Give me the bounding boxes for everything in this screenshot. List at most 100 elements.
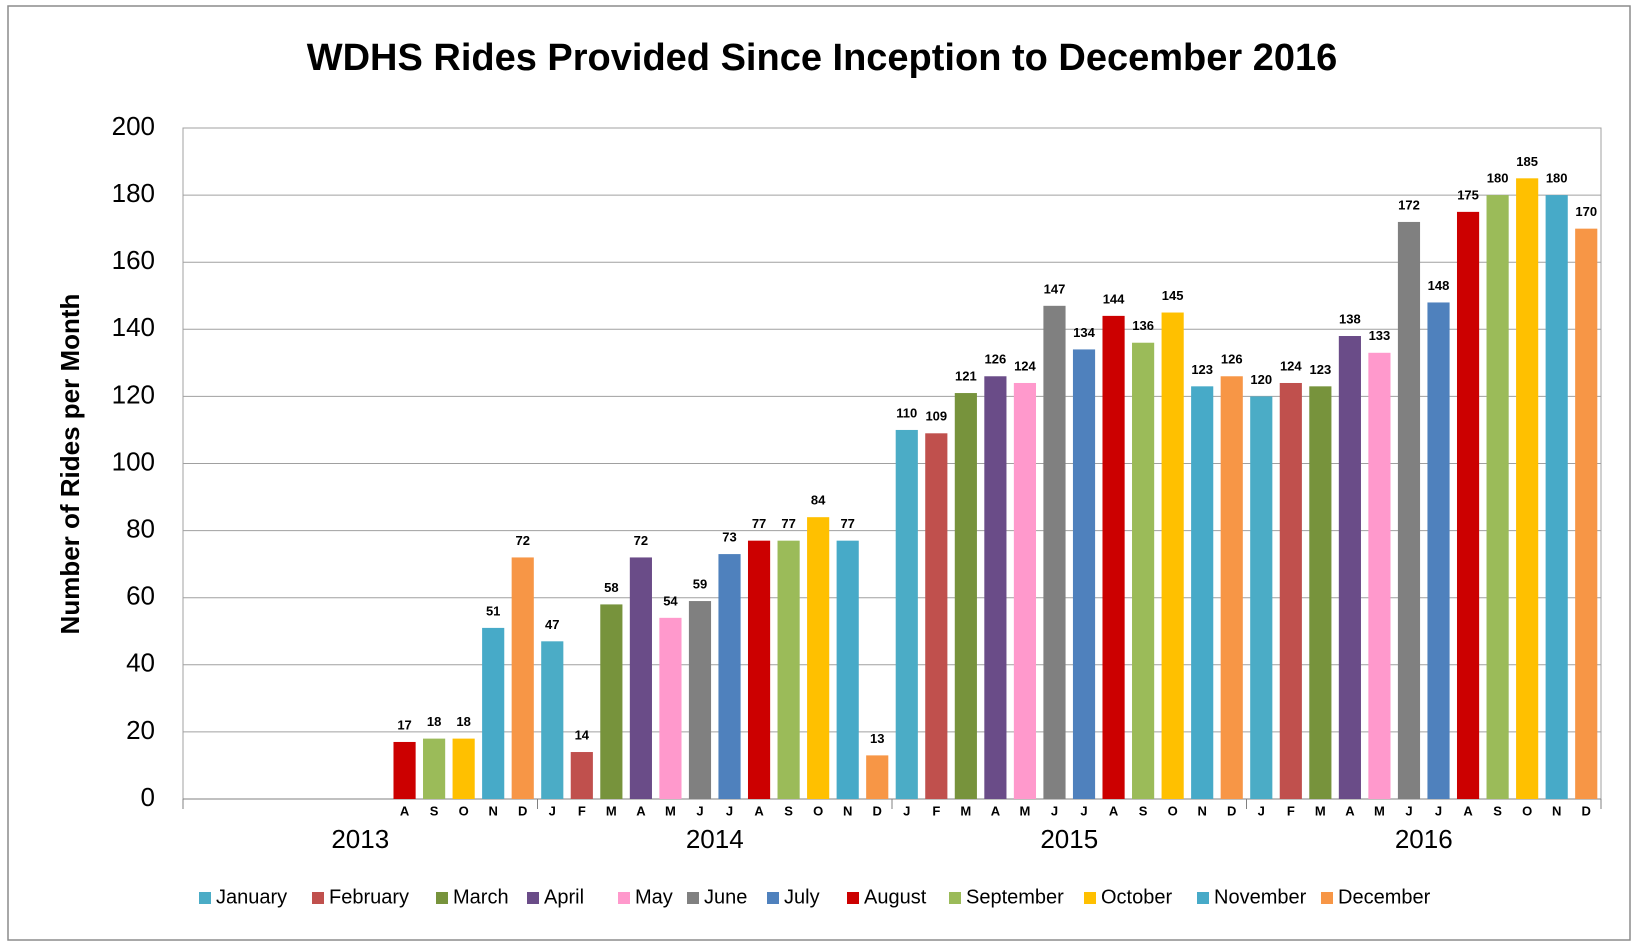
x-tick-label: O — [1168, 803, 1178, 818]
bar — [541, 641, 564, 799]
bar — [984, 376, 1007, 799]
x-tick-label: O — [813, 803, 823, 818]
x-group-label: 2014 — [686, 824, 744, 854]
data-label: 110 — [896, 405, 917, 420]
data-label: 185 — [1516, 154, 1538, 169]
legend-label: May — [635, 886, 673, 908]
data-label: 144 — [1103, 291, 1125, 306]
data-label: 121 — [955, 368, 977, 383]
x-tick-label: A — [400, 803, 410, 818]
bar — [600, 604, 623, 799]
legend-swatch — [687, 892, 699, 904]
data-label: 77 — [752, 516, 766, 531]
data-label: 147 — [1044, 281, 1066, 296]
bar — [747, 540, 771, 799]
y-tick-label: 60 — [126, 581, 155, 611]
x-tick-label: S — [1493, 803, 1502, 818]
bar — [570, 752, 593, 799]
bar — [1279, 382, 1302, 799]
bar — [1191, 386, 1214, 799]
legend-swatch — [436, 892, 448, 904]
bar — [1250, 396, 1273, 799]
bar — [836, 540, 859, 799]
data-label: 47 — [545, 617, 559, 632]
data-label: 148 — [1428, 278, 1450, 293]
data-label: 18 — [427, 714, 441, 729]
bar — [1545, 195, 1568, 800]
y-tick-label: 200 — [112, 111, 155, 141]
bar — [895, 429, 918, 799]
data-label: 120 — [1250, 372, 1272, 387]
data-label: 180 — [1487, 171, 1509, 186]
x-tick-label: O — [1522, 803, 1532, 818]
data-label: 13 — [870, 731, 884, 746]
data-label: 54 — [663, 593, 678, 608]
data-label: 126 — [1221, 352, 1243, 367]
bar — [1072, 349, 1096, 799]
legend-label: July — [784, 886, 820, 908]
data-label: 133 — [1369, 328, 1391, 343]
x-tick-label: M — [1020, 803, 1031, 818]
data-label: 175 — [1457, 187, 1479, 202]
x-tick-label: J — [726, 803, 733, 818]
data-label: 72 — [515, 533, 529, 548]
x-tick-label: F — [1287, 803, 1295, 818]
data-label: 73 — [722, 530, 736, 545]
x-group-label: 2016 — [1395, 824, 1453, 854]
data-label: 123 — [1310, 362, 1332, 377]
legend-swatch — [1321, 892, 1333, 904]
y-tick-label: 80 — [126, 513, 155, 543]
data-label: 180 — [1546, 171, 1568, 186]
y-tick-label: 20 — [126, 715, 155, 745]
x-tick-label: J — [1435, 803, 1442, 818]
x-tick-label: M — [1374, 803, 1385, 818]
y-tick-label: 0 — [141, 782, 155, 812]
legend-swatch — [767, 892, 779, 904]
x-tick-label: D — [1227, 803, 1236, 818]
x-tick-label: D — [873, 803, 882, 818]
x-tick-label: J — [696, 803, 703, 818]
data-label: 59 — [693, 576, 707, 591]
legend-label: November — [1214, 886, 1307, 908]
data-label: 58 — [604, 580, 618, 595]
legend-swatch — [1084, 892, 1096, 904]
legend-swatch — [312, 892, 324, 904]
bar — [807, 517, 830, 799]
data-label: 109 — [925, 409, 947, 424]
chart-title: WDHS Rides Provided Since Inception to D… — [307, 37, 1338, 79]
x-tick-label: A — [1345, 803, 1355, 818]
x-tick-label: D — [518, 803, 527, 818]
bar — [718, 554, 741, 799]
legend-label: December — [1338, 886, 1431, 908]
x-tick-label: O — [459, 803, 469, 818]
y-tick-label: 40 — [126, 648, 155, 678]
y-tick-label: 120 — [112, 379, 155, 409]
legend-swatch — [1197, 892, 1209, 904]
x-tick-label: M — [606, 803, 617, 818]
bar — [1338, 336, 1361, 799]
legend-swatch — [949, 892, 961, 904]
x-tick-label: N — [488, 803, 497, 818]
x-tick-label: M — [665, 803, 676, 818]
data-label: 123 — [1191, 362, 1213, 377]
x-tick-label: J — [903, 803, 910, 818]
x-tick-label: A — [754, 803, 764, 818]
data-label: 72 — [634, 533, 648, 548]
x-tick-label: A — [636, 803, 646, 818]
y-tick-label: 180 — [112, 178, 155, 208]
bar — [1013, 382, 1037, 799]
data-label: 145 — [1162, 288, 1184, 303]
y-tick-label: 140 — [112, 312, 155, 342]
legend-label: June — [704, 886, 747, 908]
legend-label: March — [453, 886, 509, 908]
bar — [1161, 312, 1184, 799]
x-tick-label: J — [1080, 803, 1087, 818]
bar — [1043, 305, 1066, 799]
x-group-label: 2013 — [331, 824, 389, 854]
data-label: 126 — [985, 352, 1007, 367]
data-label: 170 — [1575, 204, 1597, 219]
bar — [1102, 315, 1125, 799]
x-tick-label: J — [1405, 803, 1412, 818]
x-tick-label: N — [1552, 803, 1561, 818]
bar — [1456, 211, 1480, 799]
